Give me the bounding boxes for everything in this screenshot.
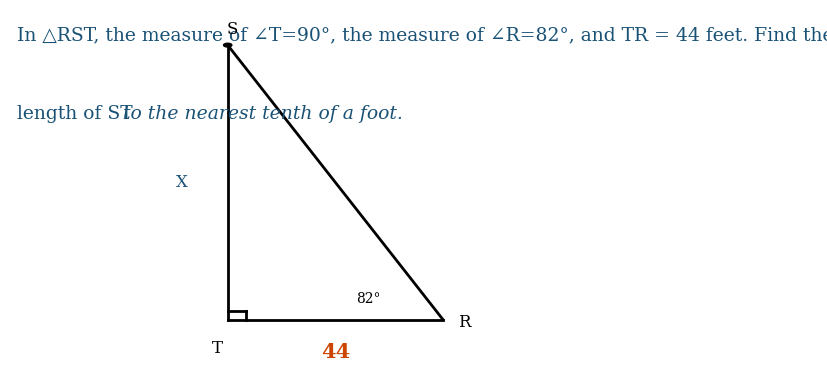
Text: S: S [226, 21, 237, 38]
Text: In △RST, the measure of ∠T=90°, the measure of ∠R=82°, and TR = 44 feet. Find th: In △RST, the measure of ∠T=90°, the meas… [17, 26, 827, 44]
Text: 82°: 82° [356, 292, 380, 306]
Text: to the nearest tenth of a foot.: to the nearest tenth of a foot. [122, 105, 402, 123]
Text: T: T [212, 340, 223, 357]
Text: X: X [176, 174, 188, 191]
Text: R: R [457, 314, 470, 331]
Text: length of ST: length of ST [17, 105, 138, 123]
Text: 44: 44 [320, 341, 350, 362]
